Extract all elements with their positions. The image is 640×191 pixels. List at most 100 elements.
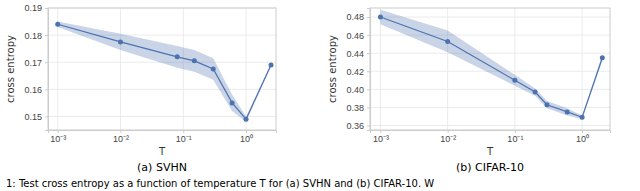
tick-mark [45, 116, 48, 117]
point [600, 55, 605, 60]
grid-line [370, 89, 610, 90]
tick-label: 0.46 [346, 30, 364, 40]
grid [48, 8, 276, 130]
tick: 0.40 [346, 85, 370, 95]
tick-label: 10⁻² [440, 134, 456, 144]
point [533, 90, 538, 95]
y-axis-title: cross entropy [5, 35, 16, 103]
tick-mark [183, 130, 184, 133]
tick: 0.18 [24, 30, 48, 40]
tick-label: 0.38 [346, 103, 364, 113]
tick-mark [582, 130, 583, 133]
tick-mark [515, 130, 516, 133]
tick: 0.44 [346, 49, 370, 59]
tick: 10⁻² [440, 130, 456, 144]
tick-mark [45, 35, 48, 36]
axis-line [367, 9, 371, 131]
tick-mark [367, 17, 370, 18]
point [175, 54, 180, 59]
point [544, 102, 549, 107]
tick-label: 10⁻² [113, 134, 129, 144]
grid-line [447, 8, 448, 130]
tick-label: 0.36 [346, 121, 364, 131]
grid-line [120, 8, 121, 130]
point [230, 100, 235, 105]
grid-line [370, 125, 610, 126]
y-axis: 0.15 0.16 0.17 0.18 0.19 [24, 3, 48, 130]
plot-frame [370, 8, 610, 130]
tick-mark [367, 35, 370, 36]
tick: 0.36 [346, 121, 370, 131]
tick-label: 10⁰ [240, 134, 253, 144]
tick-label: 0.19 [24, 3, 42, 13]
tick-mark [120, 130, 121, 133]
tick-label: 10⁻³ [50, 134, 66, 144]
tick-label: 0.40 [346, 85, 364, 95]
grid-line [246, 8, 247, 130]
point [512, 78, 517, 83]
point [244, 117, 249, 122]
grid-line [514, 8, 515, 130]
grid-line [582, 8, 583, 130]
line [58, 24, 271, 119]
plot-area [55, 22, 273, 122]
tick: 10⁰ [576, 130, 589, 144]
tick-label: 0.18 [24, 30, 42, 40]
tick-label: 0.15 [24, 112, 42, 122]
panel: 10⁻³ 10⁻² 10⁻¹ 10⁰ 0.15 0.16 0.17 0.18 0.19 Tcros… [5, 3, 277, 174]
tick-label: 10⁻¹ [507, 134, 523, 144]
x-axis-title: T [486, 146, 494, 157]
error-band [58, 22, 271, 122]
x-axis-title: T [158, 146, 166, 157]
tick: 0.15 [24, 112, 48, 122]
tick-mark [367, 53, 370, 54]
tick-mark [45, 62, 48, 63]
tick: 0.19 [24, 3, 48, 13]
tick-label: 0.44 [346, 49, 364, 59]
point [118, 39, 123, 44]
grid-line [380, 8, 381, 130]
y-axis-title: cross entropy [327, 35, 338, 103]
tick-label: 0.17 [24, 58, 42, 68]
tick-mark [58, 130, 59, 133]
tick-mark [367, 125, 370, 126]
grid-line [48, 89, 276, 90]
point [580, 115, 585, 120]
grid-line [370, 17, 610, 18]
tick-mark [380, 130, 381, 133]
tick-mark [367, 107, 370, 108]
point [378, 15, 383, 20]
point [445, 39, 450, 44]
axis-line [371, 131, 611, 134]
tick-label: 0.48 [346, 12, 364, 22]
tick-mark [367, 71, 370, 72]
plot-frame [48, 8, 276, 130]
grid [370, 8, 610, 130]
tick-label: 0.16 [24, 85, 42, 95]
x-axis: 10⁻³ 10⁻² 10⁻¹ 10⁰ [49, 130, 277, 144]
tick: 10⁻³ [373, 130, 389, 144]
tick: 10⁻² [113, 130, 129, 144]
point [55, 22, 60, 27]
figure-caption: 1: Test cross entropy as a function of t… [6, 178, 434, 189]
tick: 0.17 [24, 58, 48, 68]
axis-line [49, 131, 277, 134]
line [380, 17, 602, 117]
point [211, 67, 216, 72]
tick: 10⁻¹ [507, 130, 523, 144]
tick-mark [45, 89, 48, 90]
tick: 10⁰ [240, 130, 253, 144]
axis-line [45, 9, 49, 131]
tick-mark [45, 8, 48, 9]
tick: 10⁻¹ [176, 130, 192, 144]
tick-label: 10⁰ [576, 134, 589, 144]
tick: 0.48 [346, 12, 370, 22]
tick-mark [246, 130, 247, 133]
plot-area [378, 10, 605, 120]
tick-label: 10⁻³ [373, 134, 389, 144]
point [192, 58, 197, 63]
x-axis: 10⁻³ 10⁻² 10⁻¹ 10⁰ [371, 130, 611, 144]
grid-line [370, 53, 610, 54]
y-axis: 0.360.380.400.420.440.460.48 [346, 9, 370, 131]
tick-mark [448, 130, 449, 133]
